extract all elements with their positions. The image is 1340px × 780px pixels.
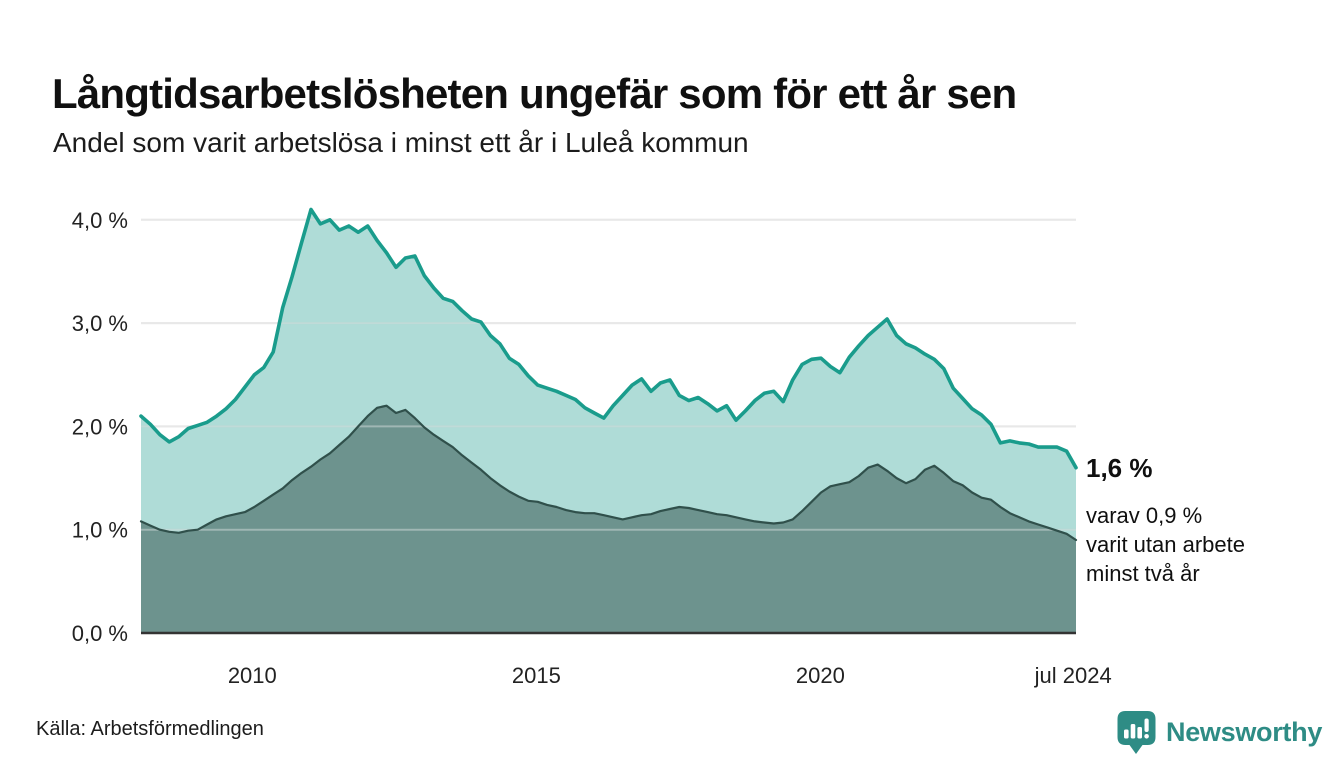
latest-value-label: 1,6 %: [1086, 453, 1153, 483]
y-tick-label: 4,0 %: [72, 208, 128, 233]
x-tick-label: jul 2024: [1034, 663, 1112, 688]
x-tick-label: 2010: [228, 663, 277, 688]
page-title: Långtidsarbetslösheten ungefär som för e…: [52, 70, 1017, 118]
y-tick-label: 0,0 %: [72, 621, 128, 646]
source-caption: Källa: Arbetsförmedlingen: [36, 718, 264, 740]
chart-subtitle: Andel som varit arbetslösa i minst ett å…: [53, 127, 749, 158]
y-tick-label: 3,0 %: [72, 311, 128, 336]
newsworthy-logo-icon: [1116, 710, 1157, 755]
latest-value-note: varav 0,9 % varit utan arbete minst två …: [1086, 503, 1245, 586]
area-minst-tva-ar: [141, 405, 1076, 633]
line-minst-tva-ar: [139, 404, 1078, 542]
x-tick-label: 2015: [512, 663, 561, 688]
y-tick-label: 2,0 %: [72, 414, 128, 439]
newsworthy-logo: Newsworthy: [1116, 710, 1322, 755]
newsworthy-logo-text: Newsworthy: [1166, 717, 1323, 747]
x-tick-label: 2020: [796, 663, 845, 688]
line-minst-ett-ar: [139, 207, 1078, 470]
y-tick-label: 1,0 %: [72, 518, 128, 543]
